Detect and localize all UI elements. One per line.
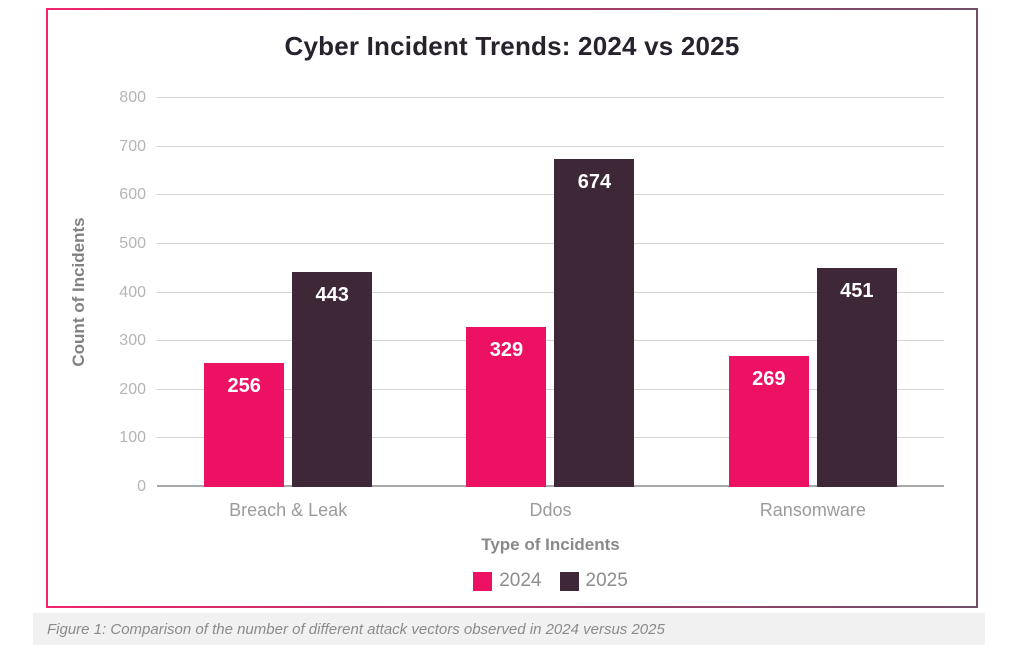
legend: 2024 2025: [157, 570, 944, 592]
y-tick-label-400: 400: [119, 283, 146, 301]
chart-title: Cyber Incident Trends: 2024 vs 2025: [284, 31, 740, 61]
legend-label-2024: 2024: [499, 570, 542, 591]
bar-groups: 256 443 Breach & Leak 329 674 Ddos 269 451 Ranso…: [157, 98, 944, 520]
y-tick-label-700: 700: [119, 137, 146, 155]
bar-2025-0: 443: [292, 271, 373, 487]
y-tick-label-500: 500: [119, 234, 146, 252]
category-label-2: Ransomware: [759, 500, 866, 520]
bar-value-label: 443: [315, 283, 349, 306]
gridline-400: [157, 291, 944, 293]
y-axis-label: Count of Incidents: [69, 217, 88, 367]
gridline-100: [157, 437, 944, 439]
category-label-0: Breach & Leak: [229, 500, 348, 520]
gridline-300: [157, 340, 944, 342]
y-tick-label-0: 0: [137, 478, 146, 495]
gridline-600: [157, 194, 944, 196]
bar-value-label: 451: [840, 279, 874, 302]
bar-group-2: 269 451 Ransomware: [682, 98, 944, 520]
legend-swatch-2025: [559, 571, 579, 591]
figure-caption-strip: Figure 1: Comparison of the number of di…: [33, 613, 985, 645]
figure-caption: Figure 1: Comparison of the number of di…: [47, 620, 665, 638]
y-tick-label-800: 800: [119, 89, 146, 106]
legend-item-2024: 2024: [473, 570, 542, 592]
plot-area: 0 100 200 300 400 500 600 700 800 256 443 Breach & …: [119, 90, 944, 520]
gridline-700: [157, 145, 944, 147]
gridline-800: [157, 97, 944, 98]
legend-item-2025: 2025: [559, 570, 628, 592]
x-axis-baseline: [157, 485, 944, 487]
bar-value-label: 269: [752, 368, 786, 391]
legend-swatch-2024: [473, 571, 493, 591]
bar-2025-1: 674: [554, 159, 635, 487]
bar-2024-1: 329: [466, 327, 547, 487]
y-tick-label-200: 200: [119, 380, 146, 398]
bar-2025-2: 451: [816, 267, 897, 487]
legend-label-2025: 2025: [585, 570, 628, 591]
bar-group-0: 256 443 Breach & Leak: [157, 98, 419, 520]
bar-value-label: 674: [577, 171, 612, 194]
bar-group-1: 329 674 Ddos: [419, 98, 681, 520]
gridline-200: [157, 388, 944, 390]
bar-2024-2: 269: [728, 356, 809, 487]
bar-2024-0: 256: [204, 362, 285, 487]
bar-value-label: 329: [489, 339, 524, 362]
category-label-1: Ddos: [529, 500, 572, 520]
x-axis-label: Type of Incidents: [481, 535, 620, 554]
chart-frame: Cyber Incident Trends: 2024 vs 2025 Coun…: [46, 8, 978, 608]
y-tick-label-600: 600: [119, 186, 146, 204]
gridline-500: [157, 242, 944, 244]
y-tick-label-300: 300: [119, 332, 146, 350]
bar-value-label: 256: [227, 374, 261, 397]
y-tick-label-100: 100: [119, 429, 146, 447]
